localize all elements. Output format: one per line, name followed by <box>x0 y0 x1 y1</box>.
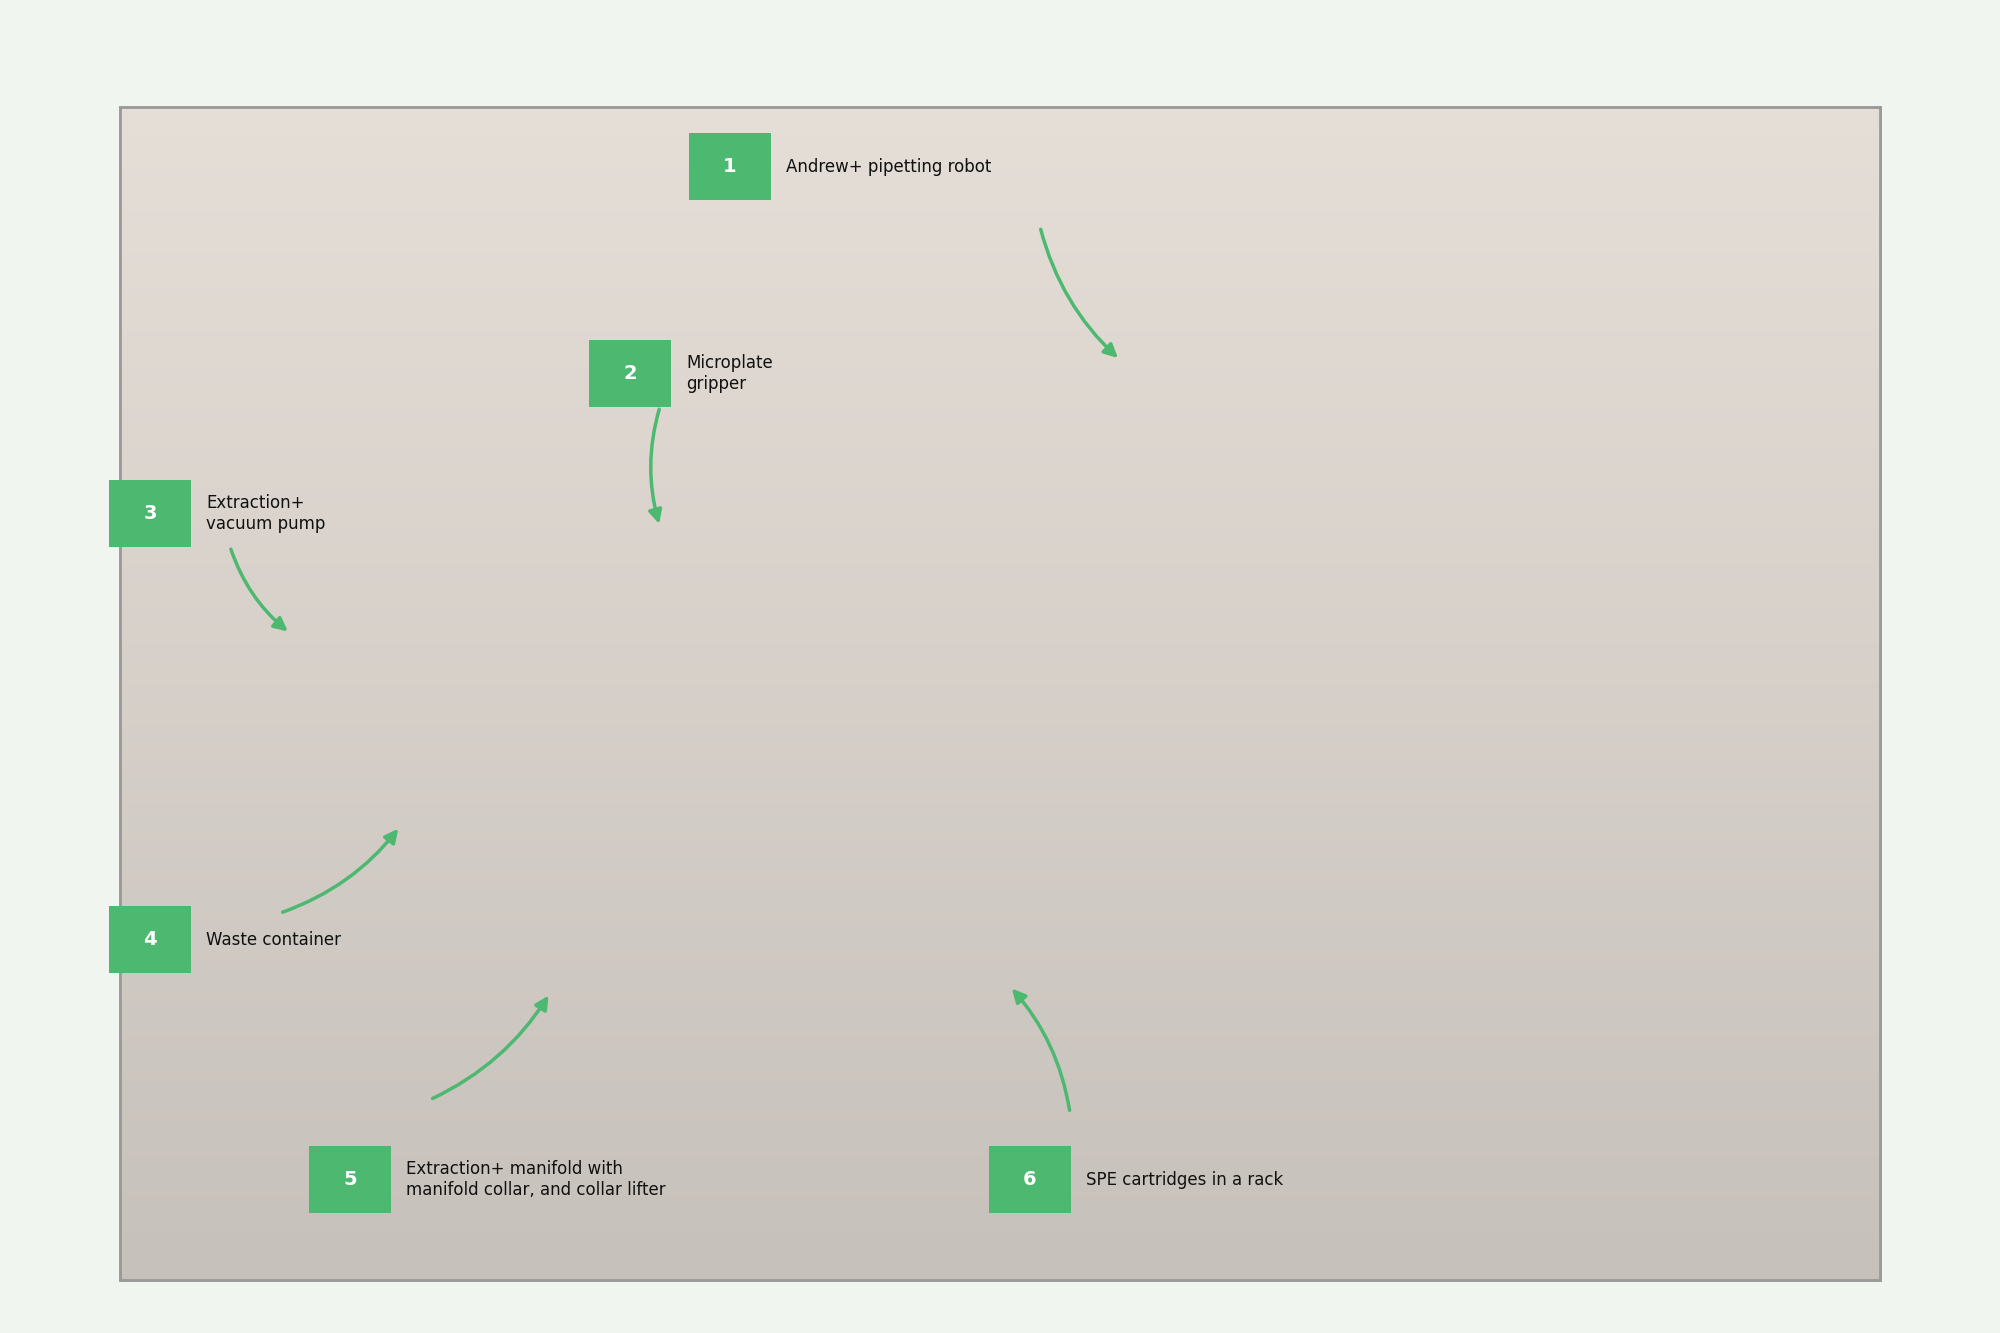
Text: 2: 2 <box>624 364 636 383</box>
FancyBboxPatch shape <box>588 340 670 407</box>
Text: Microplate
gripper: Microplate gripper <box>686 353 772 393</box>
Text: Extraction+
vacuum pump: Extraction+ vacuum pump <box>206 493 326 533</box>
FancyBboxPatch shape <box>108 480 192 547</box>
FancyBboxPatch shape <box>988 1146 1072 1213</box>
Text: Waste container: Waste container <box>206 930 340 949</box>
FancyBboxPatch shape <box>688 133 770 200</box>
FancyBboxPatch shape <box>308 1146 390 1213</box>
Text: SPE cartridges in a rack: SPE cartridges in a rack <box>1086 1170 1284 1189</box>
Text: 4: 4 <box>144 930 156 949</box>
Text: Andrew+ pipetting robot: Andrew+ pipetting robot <box>786 157 992 176</box>
FancyBboxPatch shape <box>108 906 192 973</box>
Text: Extraction+ manifold with
manifold collar, and collar lifter: Extraction+ manifold with manifold colla… <box>406 1160 666 1200</box>
Bar <box>120 107 1880 1280</box>
Text: 1: 1 <box>724 157 736 176</box>
FancyBboxPatch shape <box>120 107 1880 1280</box>
Text: 5: 5 <box>344 1170 356 1189</box>
Text: 6: 6 <box>1024 1170 1036 1189</box>
Text: 3: 3 <box>144 504 156 523</box>
